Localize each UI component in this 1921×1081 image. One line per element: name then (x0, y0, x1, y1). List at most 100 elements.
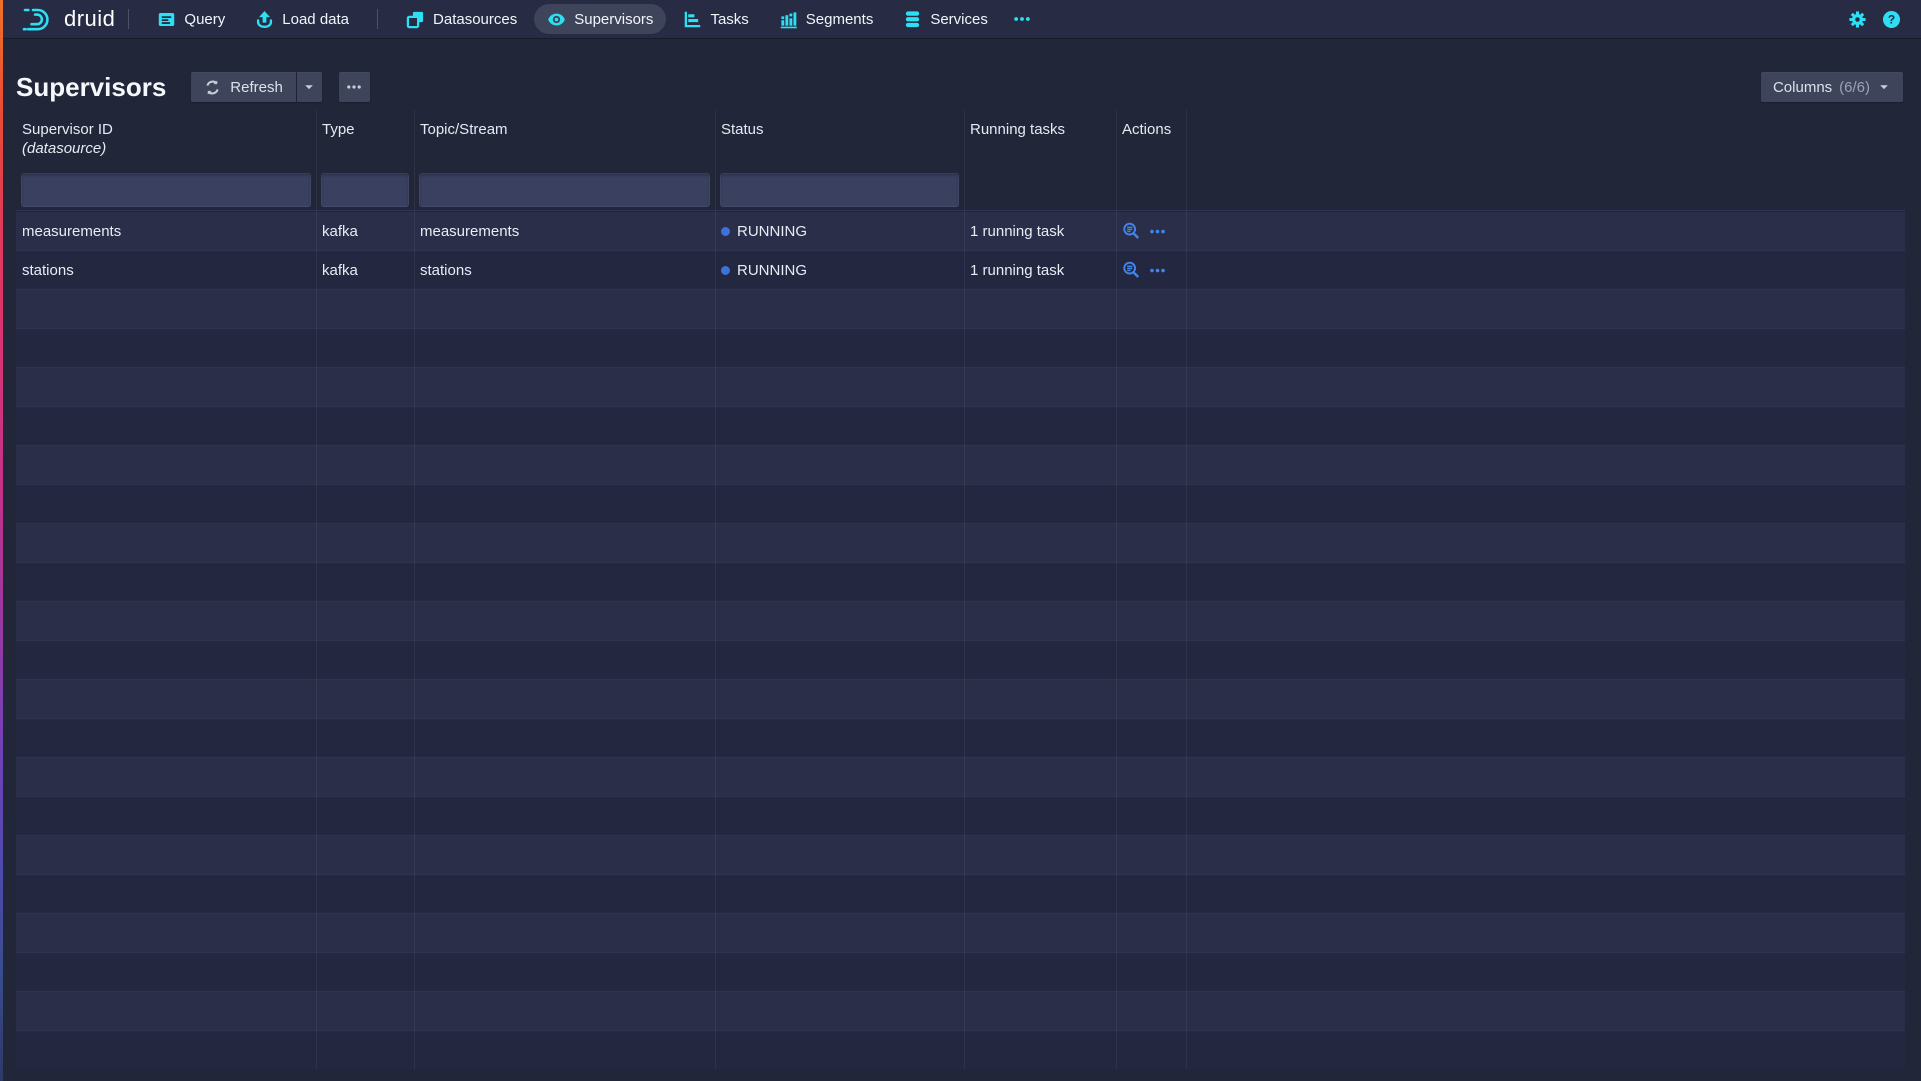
column-divider (1116, 110, 1117, 1069)
refresh-button-group: Refresh (191, 72, 322, 102)
nav-item-services[interactable]: Services (890, 4, 1001, 34)
row-more-icon[interactable] (1149, 223, 1166, 240)
nav-item-label: Supervisors (574, 11, 653, 28)
more-icon (1013, 10, 1031, 28)
druid-logo[interactable]: druid (18, 4, 115, 34)
help-icon: ? (1882, 10, 1901, 29)
svg-text:?: ? (1888, 12, 1895, 26)
filter-input-supervisor-id[interactable] (21, 173, 311, 207)
view-more-actions-button[interactable] (339, 72, 370, 102)
druid-logo-icon (18, 4, 56, 34)
filter-input-topic-stream[interactable] (419, 173, 710, 207)
column-header-supervisor-id[interactable]: Supervisor ID (datasource) (16, 110, 316, 170)
druid-logo-text: druid (64, 6, 115, 32)
left-gradient-edge (0, 0, 3, 1081)
row-more-icon[interactable] (1149, 262, 1166, 279)
upload-arrow-icon (255, 10, 274, 29)
filter-input-status[interactable] (720, 173, 959, 207)
column-header-sublabel: (datasource) (22, 139, 310, 158)
magnify-details-icon[interactable] (1122, 222, 1140, 240)
nav-item-label: Datasources (433, 11, 517, 28)
column-divider (715, 110, 716, 1069)
nav-item-label: Query (184, 11, 225, 28)
refresh-button[interactable]: Refresh (191, 72, 296, 102)
nav-divider (128, 9, 129, 29)
help-button[interactable]: ? (1882, 10, 1901, 29)
cell-filler (1186, 251, 1905, 289)
database-icon (903, 10, 922, 29)
cell-actions (1116, 251, 1186, 289)
table-row: measurements kafka measurements RUNNING … (16, 212, 1905, 251)
table-filter-row (16, 170, 1905, 211)
filter-cell-empty (964, 170, 1116, 210)
filter-cell-empty (1116, 170, 1186, 210)
nav-item-label: Load data (282, 11, 349, 28)
column-divider (414, 110, 415, 1069)
refresh-interval-caret-button[interactable] (297, 72, 322, 102)
magnify-details-icon[interactable] (1122, 261, 1140, 279)
filter-cell (715, 170, 964, 210)
column-divider (1186, 110, 1187, 1069)
nav-item-label: Services (930, 11, 988, 28)
supervisors-table: measurements kafka measurements RUNNING … (16, 110, 1905, 1069)
column-header-actions[interactable]: Actions (1116, 110, 1186, 170)
table-row: stations kafka stations RUNNING 1 runnin… (16, 251, 1905, 290)
cell-status: RUNNING (715, 212, 964, 250)
status-label: RUNNING (737, 223, 807, 240)
settings-button[interactable] (1848, 10, 1867, 29)
cell-topic-stream: stations (414, 251, 715, 289)
cell-filler (1186, 212, 1905, 250)
nav-item-label: Segments (806, 11, 874, 28)
gantt-icon (683, 10, 702, 29)
cell-supervisor-id: measurements (16, 212, 316, 250)
column-divider (964, 110, 965, 1069)
filter-input-type[interactable] (321, 173, 409, 207)
nav-item-load-data[interactable]: Load data (242, 4, 362, 34)
cell-supervisor-id: stations (16, 251, 316, 289)
column-header-label: Running tasks (970, 121, 1065, 138)
column-header-label: Topic/Stream (420, 121, 508, 138)
layers-icon (406, 10, 425, 29)
cell-actions (1116, 212, 1186, 250)
page-title: Supervisors (16, 72, 166, 102)
nav-item-label: Tasks (710, 11, 748, 28)
columns-button-label: Columns (1773, 79, 1832, 96)
view-toolbar: Supervisors Refresh (0, 38, 1921, 110)
nav-item-supervisors[interactable]: Supervisors (534, 4, 666, 34)
caret-down-icon (302, 80, 316, 94)
cell-status: RUNNING (715, 251, 964, 289)
nav-more-button[interactable] (1003, 10, 1041, 28)
columns-picker-button[interactable]: Columns (6/6) (1761, 72, 1903, 102)
gear-icon (1848, 10, 1867, 29)
column-header-label: Status (721, 121, 764, 138)
refresh-icon (204, 79, 221, 96)
column-header-filler (1186, 110, 1905, 170)
column-header-type[interactable]: Type (316, 110, 414, 170)
nav-item-query[interactable]: Query (144, 4, 238, 34)
column-header-running-tasks[interactable]: Running tasks (964, 110, 1116, 170)
table-body-stripes: measurements kafka measurements RUNNING … (16, 212, 1905, 1069)
query-icon (157, 10, 176, 29)
nav-item-tasks[interactable]: Tasks (670, 4, 761, 34)
cell-running-tasks: 1 running task (964, 212, 1116, 250)
status-label: RUNNING (737, 262, 807, 279)
nav-divider (377, 9, 378, 29)
top-nav-bar: druid Query Load data Datasources (0, 0, 1921, 38)
column-header-label: Type (322, 121, 355, 138)
column-header-status[interactable]: Status (715, 110, 964, 170)
columns-count: (6/6) (1839, 79, 1870, 96)
column-header-topic-stream[interactable]: Topic/Stream (414, 110, 715, 170)
filter-cell (16, 170, 316, 210)
column-header-label: Actions (1122, 121, 1171, 138)
column-header-label: Supervisor ID (22, 121, 113, 138)
cell-topic-stream: measurements (414, 212, 715, 250)
eye-icon (547, 10, 566, 29)
nav-item-datasources[interactable]: Datasources (393, 4, 530, 34)
cell-running-tasks: 1 running task (964, 251, 1116, 289)
cell-type: kafka (316, 212, 414, 250)
more-icon (346, 79, 362, 95)
nav-item-segments[interactable]: Segments (766, 4, 887, 34)
refresh-button-label: Refresh (230, 79, 283, 96)
table-header-row: Supervisor ID (datasource) Type Topic/St… (16, 110, 1905, 170)
status-dot (721, 266, 730, 275)
